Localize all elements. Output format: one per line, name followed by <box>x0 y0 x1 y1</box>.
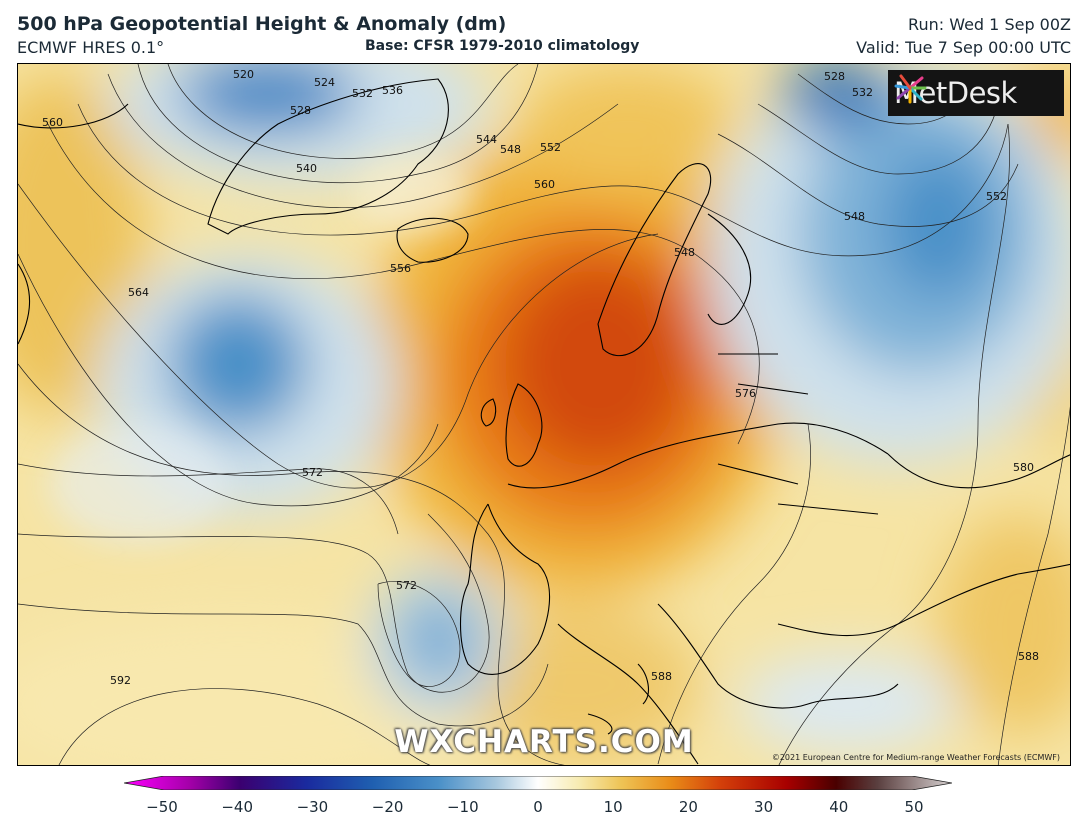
contour-label-552-east: 552 <box>986 190 1007 203</box>
contour-label-564: 564 <box>128 286 149 299</box>
contour-label-580: 580 <box>1013 461 1034 474</box>
colorbar-tick-label: −30 <box>296 798 329 816</box>
contour-label-572-iberia: 572 <box>396 579 417 592</box>
contour-label-528: 528 <box>290 104 311 117</box>
colorbar-tick-label: −10 <box>446 798 479 816</box>
contour-label-552: 552 <box>540 141 561 154</box>
coastlines <box>18 78 1070 765</box>
contour-label-524: 524 <box>314 76 335 89</box>
anomaly-map[interactable]: 520 524 528 532 536 540 544 548 552 556 … <box>17 63 1071 766</box>
contour-label-592: 592 <box>110 674 131 687</box>
contour-label-560-west: 560 <box>42 116 63 129</box>
colorbar-tick-label: 10 <box>603 798 623 816</box>
colorbar-tick-label: 0 <box>533 798 543 816</box>
climatology-base: Base: CFSR 1979-2010 climatology <box>365 38 640 54</box>
metdesk-logo: MetDesk <box>888 70 1064 116</box>
contour-label-544: 544 <box>476 133 497 146</box>
anomaly-colorbar <box>124 776 952 790</box>
map-title: 500 hPa Geopotential Height & Anomaly (d… <box>17 13 507 35</box>
contour-labels: 520 524 528 532 536 540 544 548 552 556 … <box>42 68 1039 687</box>
contour-label-520: 520 <box>233 68 254 81</box>
colorbar-ticks: −50 −40 −30 −20 −10 0 10 20 30 40 50 <box>0 790 1088 820</box>
ecmwf-copyright: ©2021 European Centre for Medium-range W… <box>771 753 1060 762</box>
contour-label-576: 576 <box>735 387 756 400</box>
colorbar-tick-label: 30 <box>754 798 774 816</box>
contour-label-532: 532 <box>352 87 373 100</box>
model-subtitle: ECMWF HRES 0.1° <box>17 38 165 57</box>
contour-label-588-med: 588 <box>651 670 672 683</box>
colorbar-tick-label: 50 <box>904 798 924 816</box>
contour-lines <box>18 64 1070 765</box>
map-canvas: 520 524 528 532 536 540 544 548 552 556 … <box>18 64 1070 765</box>
valid-time: Valid: Tue 7 Sep 00:00 UTC <box>856 38 1071 57</box>
contour-label-548-scandinavia: 548 <box>674 246 695 259</box>
contour-label-528-east: 528 <box>824 70 845 83</box>
logo-burst-icon <box>894 74 927 104</box>
contour-label-536: 536 <box>382 84 403 97</box>
wxcharts-watermark: WXCHARTS.COM <box>394 724 694 760</box>
colorbar-gradient <box>124 776 952 790</box>
colorbar-tick-label: −50 <box>146 798 178 816</box>
contour-label-548: 548 <box>500 143 521 156</box>
colorbar-tick-label: 40 <box>829 798 849 816</box>
contour-label-532-east: 532 <box>852 86 873 99</box>
contour-label-556: 556 <box>390 262 411 275</box>
colorbar-tick-label: 20 <box>678 798 698 816</box>
contour-label-540: 540 <box>296 162 317 175</box>
contour-label-548-east: 548 <box>844 210 865 223</box>
contour-label-588: 588 <box>1018 650 1039 663</box>
run-time: Run: Wed 1 Sep 00Z <box>908 15 1071 34</box>
contour-label-572: 572 <box>302 466 323 479</box>
colorbar-tick-label: −20 <box>371 798 404 816</box>
colorbar-tick-label: −40 <box>221 798 254 816</box>
contour-label-560: 560 <box>534 178 555 191</box>
